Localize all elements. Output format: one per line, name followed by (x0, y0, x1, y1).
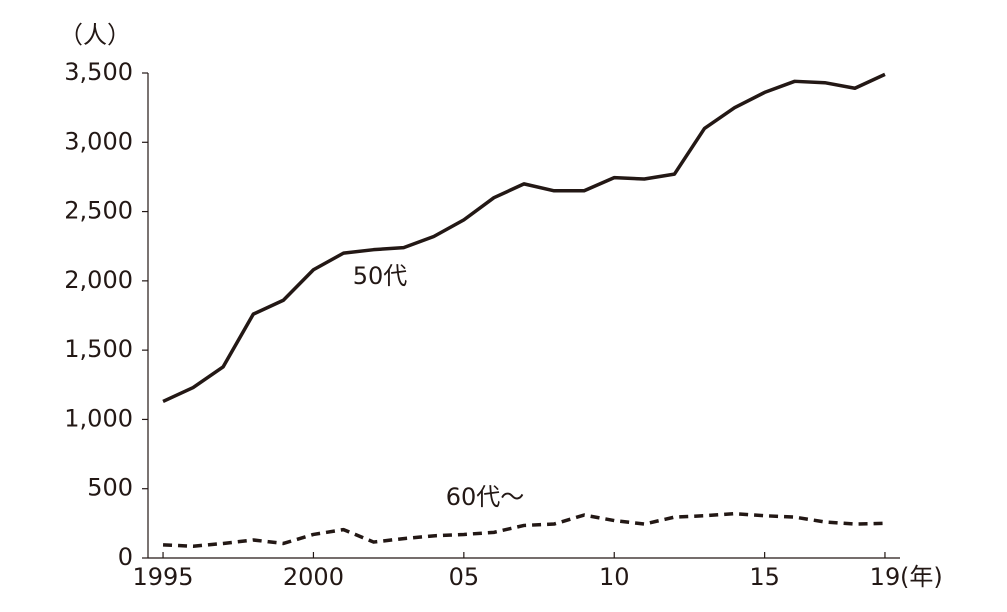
y-tick-label: 0 (118, 543, 133, 571)
y-tick-label: 2,500 (64, 197, 133, 225)
y-tick-label: 500 (87, 474, 133, 502)
series-line (162, 72, 886, 404)
y-unit: （人） (59, 21, 131, 49)
series-label: 50代 (353, 262, 408, 290)
x-tick-label: 15 (749, 563, 780, 591)
y-tick-label: 3,500 (64, 58, 133, 86)
y-tick-label: 1,000 (64, 404, 133, 432)
series-label: 60代～ (446, 483, 525, 511)
y-tick-label: 2,000 (64, 266, 133, 294)
x-tick-label: 1995 (133, 563, 194, 591)
x-tick-label: 19 (870, 563, 901, 591)
y-tick-label: 1,500 (64, 335, 133, 363)
x-tick-label: 2000 (283, 563, 344, 591)
y-tick-label: 3,000 (64, 127, 133, 155)
series-line (162, 511, 886, 548)
x-tick-label: 10 (599, 563, 630, 591)
x-tick-label: 05 (449, 563, 480, 591)
x-unit: (年) (900, 563, 943, 591)
